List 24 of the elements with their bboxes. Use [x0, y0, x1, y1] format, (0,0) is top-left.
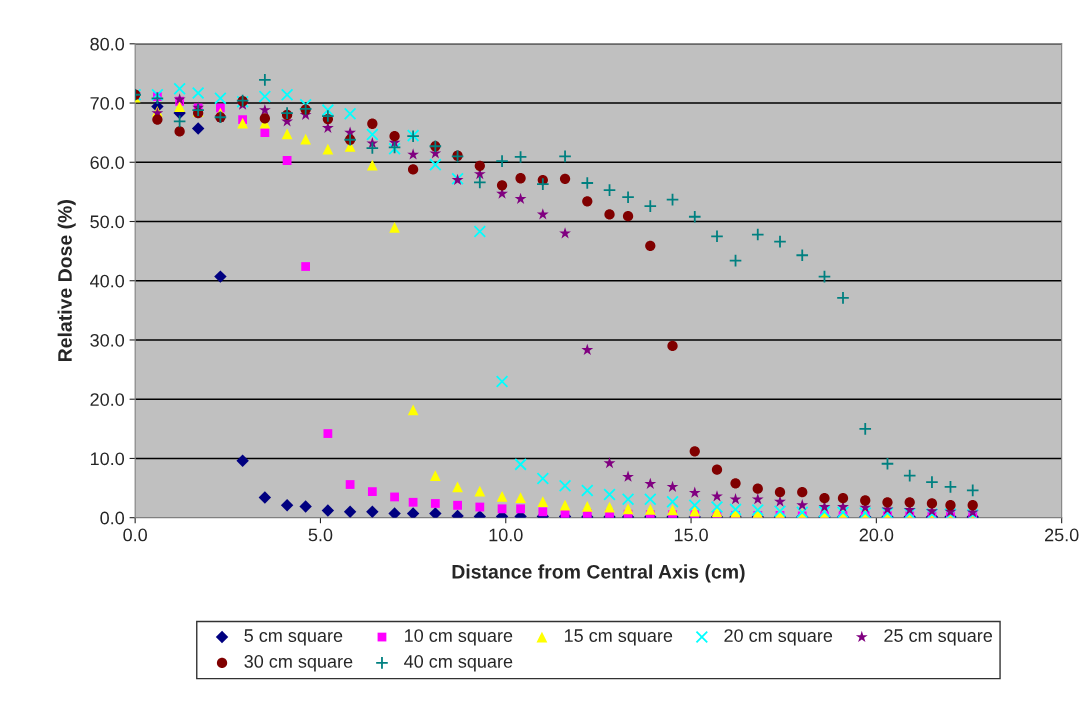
legend-label: 25 cm square — [884, 629, 993, 646]
y-tick-label: 40.0 — [90, 274, 125, 288]
legend-label: 30 cm square — [244, 655, 353, 672]
legend-label: 40 cm square — [404, 655, 513, 672]
y-tick-label: 80.0 — [90, 37, 125, 51]
legend-label: 10 cm square — [405, 629, 513, 646]
x-tick-label: 10.0 — [489, 528, 523, 542]
x-tick-label: 20.0 — [859, 528, 894, 542]
y-tick-label: 60.0 — [90, 156, 125, 169]
x-tick-label: 5.0 — [308, 528, 333, 542]
x-tick-label: 15.0 — [674, 528, 708, 542]
legend-label: 15 cm square — [564, 629, 673, 646]
y-tick-label: 10.0 — [90, 452, 125, 466]
legend-label: 20 cm square — [724, 629, 833, 646]
y-axis-title: Relative Dose (%) — [57, 200, 76, 362]
legend-label: 5 cm square — [244, 629, 343, 646]
y-tick-label: 70.0 — [90, 96, 125, 110]
x-tick-label: 0.0 — [123, 528, 147, 542]
y-tick-label: 20.0 — [90, 393, 125, 406]
y-tick-label: 50.0 — [90, 215, 125, 229]
y-tick-label: 0.0 — [100, 511, 125, 525]
x-tick-label: 25.0 — [1045, 528, 1079, 542]
y-tick-label: 30.0 — [90, 333, 125, 347]
x-axis-title: Distance from Central Axis (cm) — [452, 564, 745, 583]
